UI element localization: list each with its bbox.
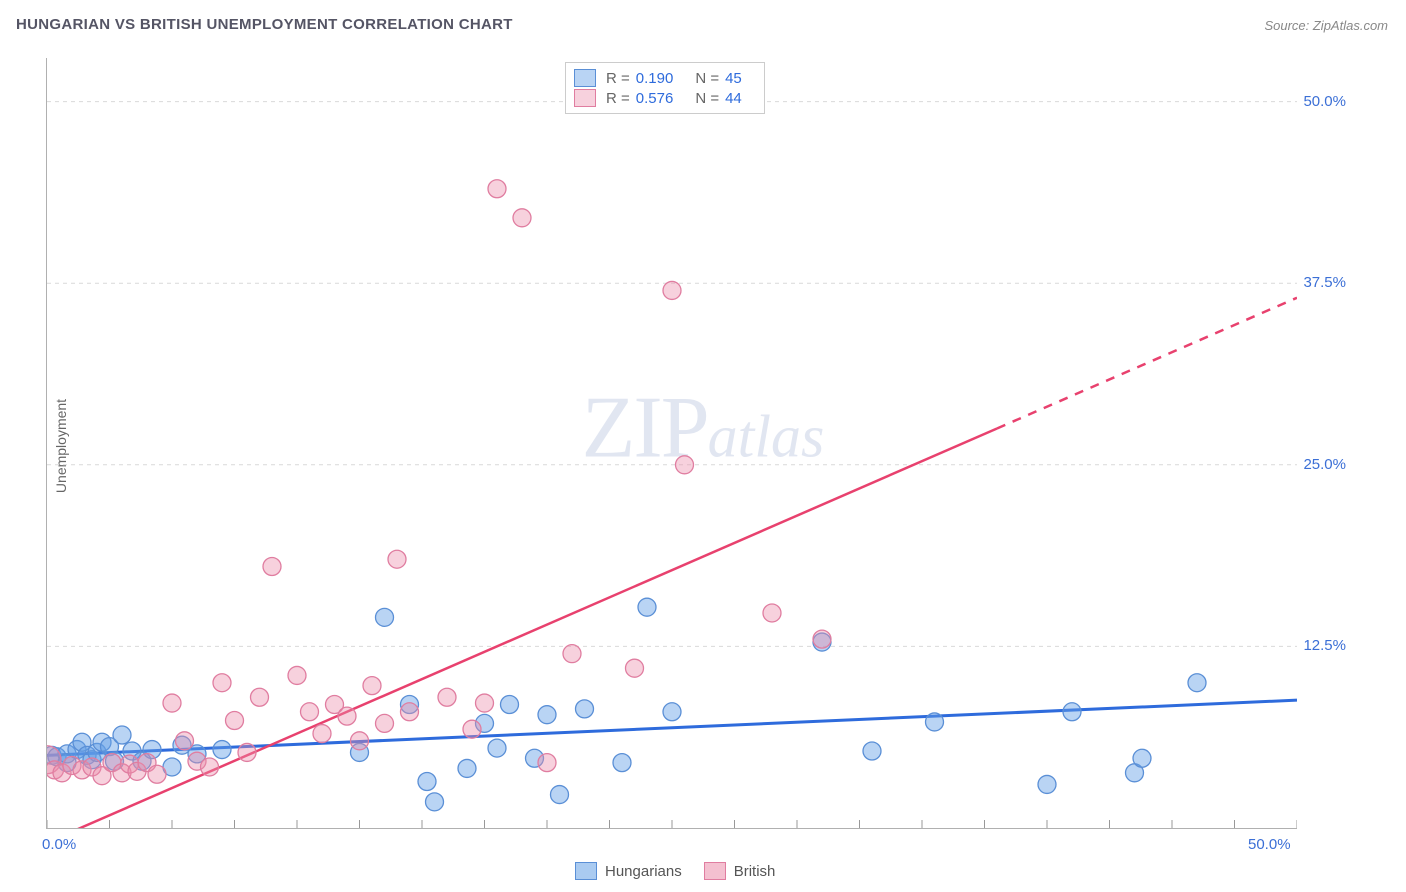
y-tick-label: 50.0%: [1303, 93, 1346, 110]
x-tick-label: 50.0%: [1248, 836, 1291, 853]
stat-label: N =: [695, 90, 719, 107]
chart-title: HUNGARIAN VS BRITISH UNEMPLOYMENT CORREL…: [16, 16, 513, 33]
stats-legend: R = 0.190 N = 45 R = 0.576 N = 44: [565, 62, 765, 114]
legend-label: British: [734, 863, 776, 880]
legend-item: Hungarians: [575, 862, 682, 880]
y-tick-label: 37.5%: [1303, 274, 1346, 291]
stats-row: R = 0.576 N = 44: [574, 89, 754, 107]
series-swatch: [574, 89, 596, 107]
legend-item: British: [704, 862, 776, 880]
stats-row: R = 0.190 N = 45: [574, 69, 754, 87]
source-attribution: Source: ZipAtlas.com: [1264, 18, 1388, 33]
series-legend: Hungarians British: [575, 862, 775, 880]
legend-label: Hungarians: [605, 863, 682, 880]
stat-n-value: 45: [725, 70, 742, 87]
stat-label: R =: [606, 90, 630, 107]
legend-swatch: [704, 862, 726, 880]
stat-r-value: 0.190: [636, 70, 674, 87]
chart-container: HUNGARIAN VS BRITISH UNEMPLOYMENT CORREL…: [0, 0, 1406, 892]
y-tick-label: 12.5%: [1303, 637, 1346, 654]
series-swatch: [574, 69, 596, 87]
legend-swatch: [575, 862, 597, 880]
stat-label: N =: [695, 70, 719, 87]
plot-area: [46, 58, 1297, 829]
stat-n-value: 44: [725, 90, 742, 107]
stat-label: R =: [606, 70, 630, 87]
x-tick-label: 0.0%: [42, 836, 76, 853]
y-tick-label: 25.0%: [1303, 456, 1346, 473]
stat-r-value: 0.576: [636, 90, 674, 107]
plot-svg: [47, 58, 1297, 828]
